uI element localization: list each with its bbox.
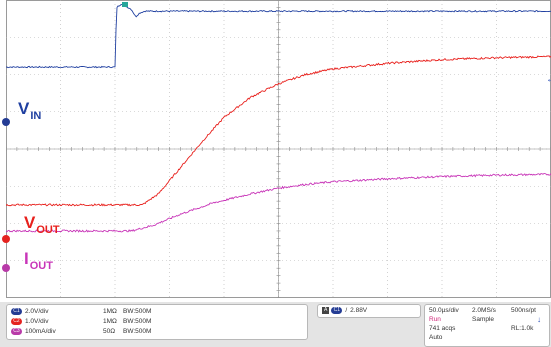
oscilloscope-screen: ← <box>6 0 551 298</box>
acquisition-mode: Sample <box>472 316 495 323</box>
channel-badge: C3 <box>11 328 22 335</box>
channel-termination: 1MΩ <box>103 318 117 325</box>
channel-scale: 1.0V/div <box>25 318 49 325</box>
trace-vin <box>6 4 551 69</box>
channel-1-ground-marker <box>2 118 10 126</box>
channel-badge: C1 <box>11 308 22 315</box>
waveform-plot <box>6 0 551 298</box>
trigger-settings-box[interactable]: A C1/2.88V <box>317 304 421 318</box>
channel-bandwidth: BW:500M <box>123 328 152 335</box>
channel-bandwidth: BW:500M <box>123 318 152 325</box>
channel-termination: 50Ω <box>103 328 116 335</box>
channel-bandwidth: BW:500M <box>123 308 152 315</box>
record-length: RL:1.0k <box>511 325 534 332</box>
vin-label-main: V <box>18 99 30 118</box>
vout-trace-label: VOUT <box>24 214 60 239</box>
trigger-mode-badge: A <box>322 307 330 314</box>
acquisition-count: 741 acqs <box>429 325 456 332</box>
trigger-level: 2.88V <box>350 307 368 314</box>
vin-trace-label: VIN <box>18 100 41 125</box>
time-per-div: 50.0µs/div <box>429 307 459 314</box>
timebase-settings-box[interactable]: 50.0µs/div 2.0MS/s 500ns/pt Run Sample ↓… <box>424 304 550 347</box>
channel-settings-box[interactable]: C1 2.0V/div 1MΩ BW:500M C2 1.0V/div 1MΩ BW:500… <box>6 304 308 340</box>
sample-interval: 500ns/pt <box>511 307 536 314</box>
readout-panel: C1 2.0V/div 1MΩ BW:500M C2 1.0V/div 1MΩ BW:500… <box>0 302 551 347</box>
iout-label-sub: OUT <box>29 260 53 272</box>
channel-row[interactable]: C1 2.0V/div 1MΩ BW:500M <box>11 307 151 316</box>
channel-2-ground-marker <box>2 235 10 243</box>
trigger-position-marker <box>122 2 128 7</box>
trigger-level-arrow-icon: ← <box>546 74 551 85</box>
vout-label-sub: OUT <box>36 224 60 236</box>
iout-trace-label: IOUT <box>24 250 53 275</box>
trace-iout <box>6 173 551 233</box>
channel-scale: 100mA/div <box>25 328 56 335</box>
channel-badge: C2 <box>11 318 22 325</box>
vin-label-sub: IN <box>30 110 42 122</box>
channel-3-ground-marker <box>2 264 10 272</box>
vout-label-main: V <box>24 213 36 232</box>
channel-scale: 2.0V/div <box>25 308 49 315</box>
channel-termination: 1MΩ <box>103 308 117 315</box>
channel-row[interactable]: C2 1.0V/div 1MΩ BW:500M <box>11 317 151 326</box>
trigger-channel-badge: C1 <box>331 307 343 314</box>
down-arrow-icon: ↓ <box>537 315 541 324</box>
iout-label-main: I <box>24 249 29 268</box>
channel-row[interactable]: C3 100mA/div 50Ω BW:500M <box>11 327 151 336</box>
sample-rate: 2.0MS/s <box>472 307 496 314</box>
trigger-slope-icon: / <box>345 307 348 314</box>
trace-vout <box>6 55 551 207</box>
acquisition-state: Run <box>429 316 441 323</box>
trigger-mode: Auto <box>429 334 443 341</box>
